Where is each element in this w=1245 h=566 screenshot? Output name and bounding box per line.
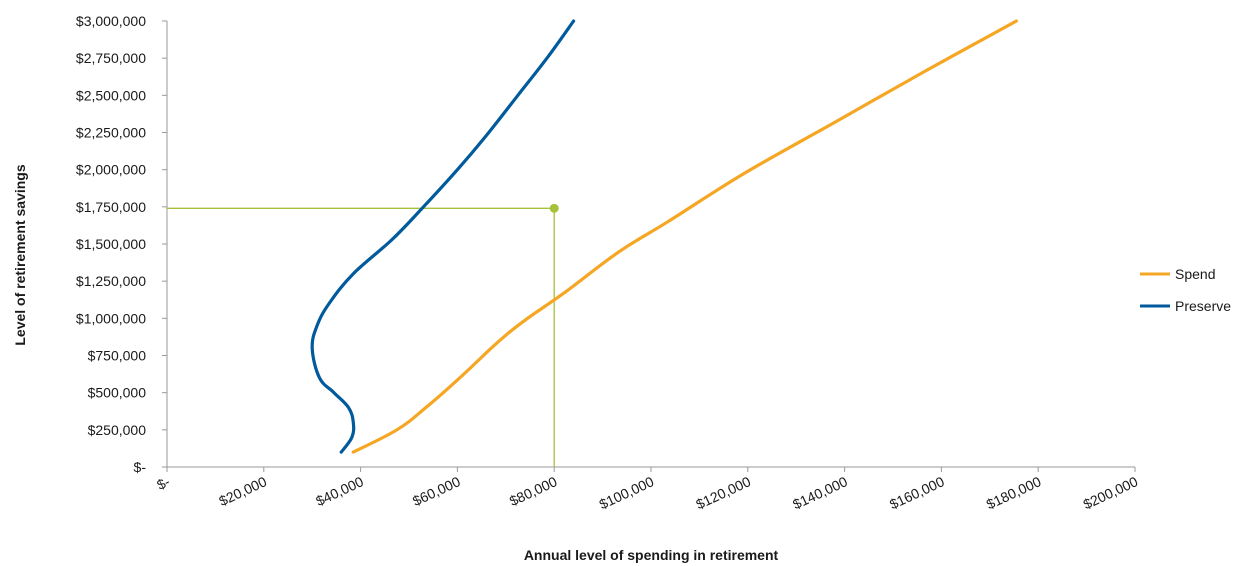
- x-tick-label: $120,000: [693, 473, 753, 512]
- x-tick-label: $180,000: [984, 473, 1044, 512]
- x-tick-label: $60,000: [410, 473, 463, 509]
- series-line-spend: [351, 19, 1018, 454]
- legend-item-spend: Spend: [1140, 266, 1215, 282]
- x-tick-label: $140,000: [790, 473, 850, 512]
- x-tick-label: $200,000: [1081, 473, 1141, 512]
- y-axis-title: Level of retirement savings: [12, 164, 28, 346]
- x-tick-label: $160,000: [887, 473, 947, 512]
- series-layer: [310, 19, 1018, 454]
- y-tick-label: $1,000,000: [76, 310, 146, 326]
- y-tick-label: $1,250,000: [76, 273, 146, 289]
- legend: Spend Preserve: [1140, 266, 1231, 314]
- y-tick-label: $3,000,000: [76, 13, 146, 29]
- legend-label-spend: Spend: [1175, 266, 1215, 282]
- x-axis-title: Annual level of spending in retirement: [524, 547, 779, 563]
- y-tick-label: $-: [134, 459, 147, 475]
- y-tick-label: $500,000: [88, 385, 147, 401]
- highlight-layer: [167, 207, 555, 467]
- x-tick-label: $-: [154, 473, 172, 493]
- legend-item-preserve: Preserve: [1140, 298, 1231, 314]
- x-tick-label: $40,000: [313, 473, 366, 509]
- y-tick-label: $2,750,000: [76, 50, 146, 66]
- y-tick-label: $2,250,000: [76, 125, 146, 141]
- x-tick-label: $100,000: [597, 473, 657, 512]
- y-tick-label: $2,000,000: [76, 162, 146, 178]
- axes-layer: $- $250,000 $500,000 $750,000 $1,000,000 $1,2…: [76, 13, 1141, 512]
- legend-label-preserve: Preserve: [1175, 298, 1231, 314]
- y-tick-label: $1,750,000: [76, 199, 146, 215]
- highlight-point: [549, 203, 559, 213]
- y-tick-label: $250,000: [88, 422, 147, 438]
- y-tick-label: $1,500,000: [76, 236, 146, 252]
- y-tick-label: $2,500,000: [76, 87, 146, 103]
- y-tick-label: $750,000: [88, 348, 147, 364]
- labels-layer: Level of retirement savings Annual level…: [12, 164, 779, 563]
- series-line-preserve: [310, 19, 576, 454]
- x-tick-label: $20,000: [216, 473, 269, 509]
- x-tick-label: $80,000: [507, 473, 560, 509]
